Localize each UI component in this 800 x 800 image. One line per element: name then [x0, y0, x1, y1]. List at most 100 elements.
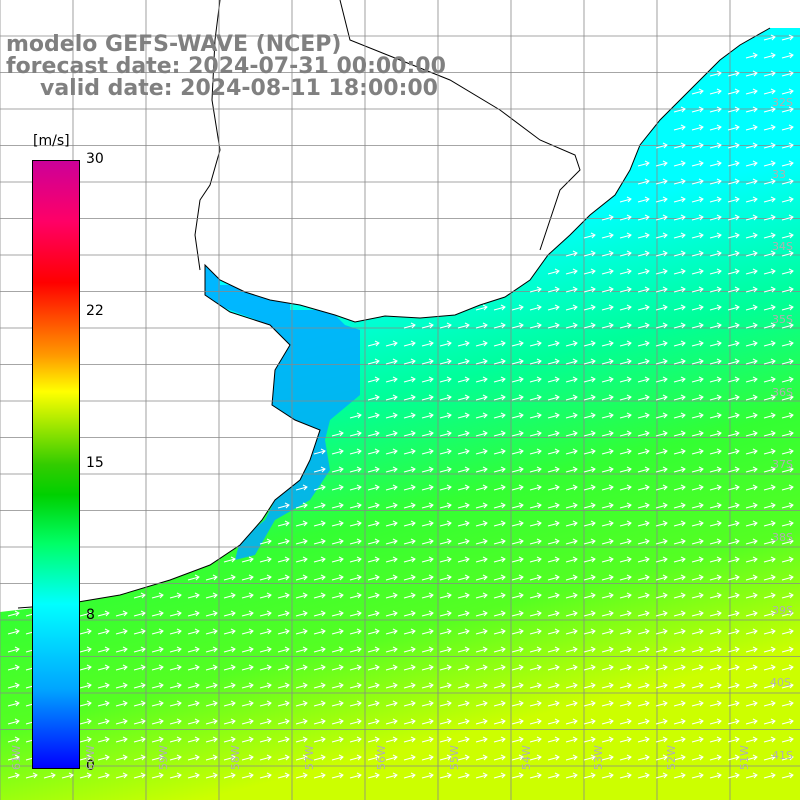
wind-arrow-shaft	[241, 702, 254, 707]
wind-arrow-shaft	[133, 684, 146, 689]
lat-label: 39S	[772, 604, 793, 617]
wind-arrow-shaft	[349, 648, 362, 653]
wind-arrow-head	[518, 556, 524, 563]
wind-arrow-head	[500, 430, 506, 437]
wind-arrow-shaft	[331, 666, 344, 671]
wind-arrow-head	[788, 502, 794, 509]
wind-arrow-head	[788, 538, 794, 545]
wind-arrow-shaft	[709, 576, 722, 581]
wind-arrow-head	[446, 412, 452, 419]
wind-arrow-shaft	[475, 702, 488, 707]
wind-arrow-head	[86, 754, 92, 761]
wind-arrow-shaft	[619, 342, 632, 347]
wind-arrow-shaft	[637, 486, 650, 491]
wind-arrow-shaft	[637, 216, 650, 221]
wind-arrow-shaft	[547, 414, 560, 419]
wind-arrow-head	[626, 286, 632, 293]
wind-arrow-head	[374, 556, 380, 563]
wind-arrow-head	[788, 718, 794, 725]
wind-arrow-shaft	[331, 576, 344, 581]
wind-arrow-shaft	[241, 594, 254, 599]
wind-arrow-shaft	[7, 612, 20, 617]
wind-arrow-shaft	[403, 684, 416, 689]
wind-arrow-head	[122, 682, 128, 689]
wind-arrow-shaft	[223, 630, 236, 635]
wind-arrow-shaft	[421, 648, 434, 653]
wind-arrow-shaft	[421, 594, 434, 599]
wind-arrow-head	[698, 502, 704, 509]
wind-arrow-head	[500, 682, 506, 689]
wind-arrow-shaft	[493, 756, 506, 761]
wind-arrow-shaft	[79, 774, 92, 779]
wind-arrow-head	[752, 124, 758, 131]
wind-arrow-head	[446, 358, 452, 365]
wind-arrow-head	[284, 664, 290, 671]
wind-arrow-head	[500, 574, 506, 581]
wind-arrow-head	[662, 214, 668, 221]
wind-arrow-head	[590, 250, 596, 257]
wind-arrow-head	[536, 628, 542, 635]
wind-arrow-shaft	[691, 630, 704, 635]
wind-arrow-shaft	[493, 396, 506, 401]
wind-arrow-head	[752, 214, 758, 221]
wind-arrow-shaft	[43, 774, 56, 779]
wind-arrow-head	[662, 394, 668, 401]
wind-arrow-head	[572, 430, 578, 437]
wind-arrow-head	[464, 628, 470, 635]
wind-arrow-head	[374, 772, 380, 779]
wind-arrow-head	[608, 448, 614, 455]
wind-arrow-head	[320, 538, 326, 545]
wind-arrow-head	[536, 736, 542, 743]
wind-arrow-head	[698, 538, 704, 545]
wind-arrow-head	[230, 718, 236, 725]
wind-arrow-shaft	[259, 576, 272, 581]
wind-arrow-head	[680, 574, 686, 581]
wind-arrow-shaft	[187, 576, 200, 581]
wind-arrow-head	[572, 484, 578, 491]
wind-arrow-shaft	[331, 486, 344, 491]
wind-arrow-head	[374, 340, 380, 347]
wind-arrow-head	[284, 610, 290, 617]
wind-arrow-head	[554, 556, 560, 563]
wind-arrow-shaft	[115, 630, 128, 635]
wind-arrow-head	[500, 700, 506, 707]
wind-arrow-head	[140, 700, 146, 707]
wind-arrow-shaft	[619, 774, 632, 779]
wind-arrow-head	[734, 754, 740, 761]
wind-arrow-head	[734, 502, 740, 509]
wind-arrow-shaft	[601, 252, 614, 257]
wind-arrow-shaft	[781, 666, 794, 671]
wind-arrow-head	[788, 700, 794, 707]
wind-arrow-shaft	[673, 450, 686, 455]
wind-arrow-head	[500, 772, 506, 779]
wind-arrow-shaft	[151, 648, 164, 653]
wind-arrow-head	[734, 124, 740, 131]
wind-arrow-head	[140, 646, 146, 653]
wind-arrow-shaft	[223, 774, 236, 779]
wind-arrow-head	[248, 772, 254, 779]
wind-arrow-shaft	[475, 504, 488, 509]
wind-arrow-head	[482, 304, 488, 311]
wind-arrow-head	[770, 322, 776, 329]
wind-arrow-shaft	[601, 648, 614, 653]
wind-arrow-head	[644, 214, 650, 221]
wind-arrow-head	[734, 736, 740, 743]
wind-arrow-head	[770, 772, 776, 779]
wind-arrow-head	[410, 340, 416, 347]
wind-arrow-head	[662, 142, 668, 149]
wind-arrow-head	[626, 268, 632, 275]
wind-arrow-head	[572, 646, 578, 653]
wind-arrow-head	[446, 538, 452, 545]
wind-arrow-head	[266, 754, 272, 761]
wind-arrow-head	[338, 646, 344, 653]
wind-arrow-shaft	[727, 270, 740, 275]
wind-arrow-head	[734, 556, 740, 563]
wind-arrow-shaft	[727, 360, 740, 365]
wind-arrow-head	[644, 430, 650, 437]
wind-arrow-shaft	[367, 630, 380, 635]
wind-arrow-head	[392, 664, 398, 671]
wind-arrow-shaft	[763, 450, 776, 455]
wind-arrow-shaft	[79, 630, 92, 635]
wind-arrow-head	[104, 700, 110, 707]
wind-arrow-head	[770, 178, 776, 185]
